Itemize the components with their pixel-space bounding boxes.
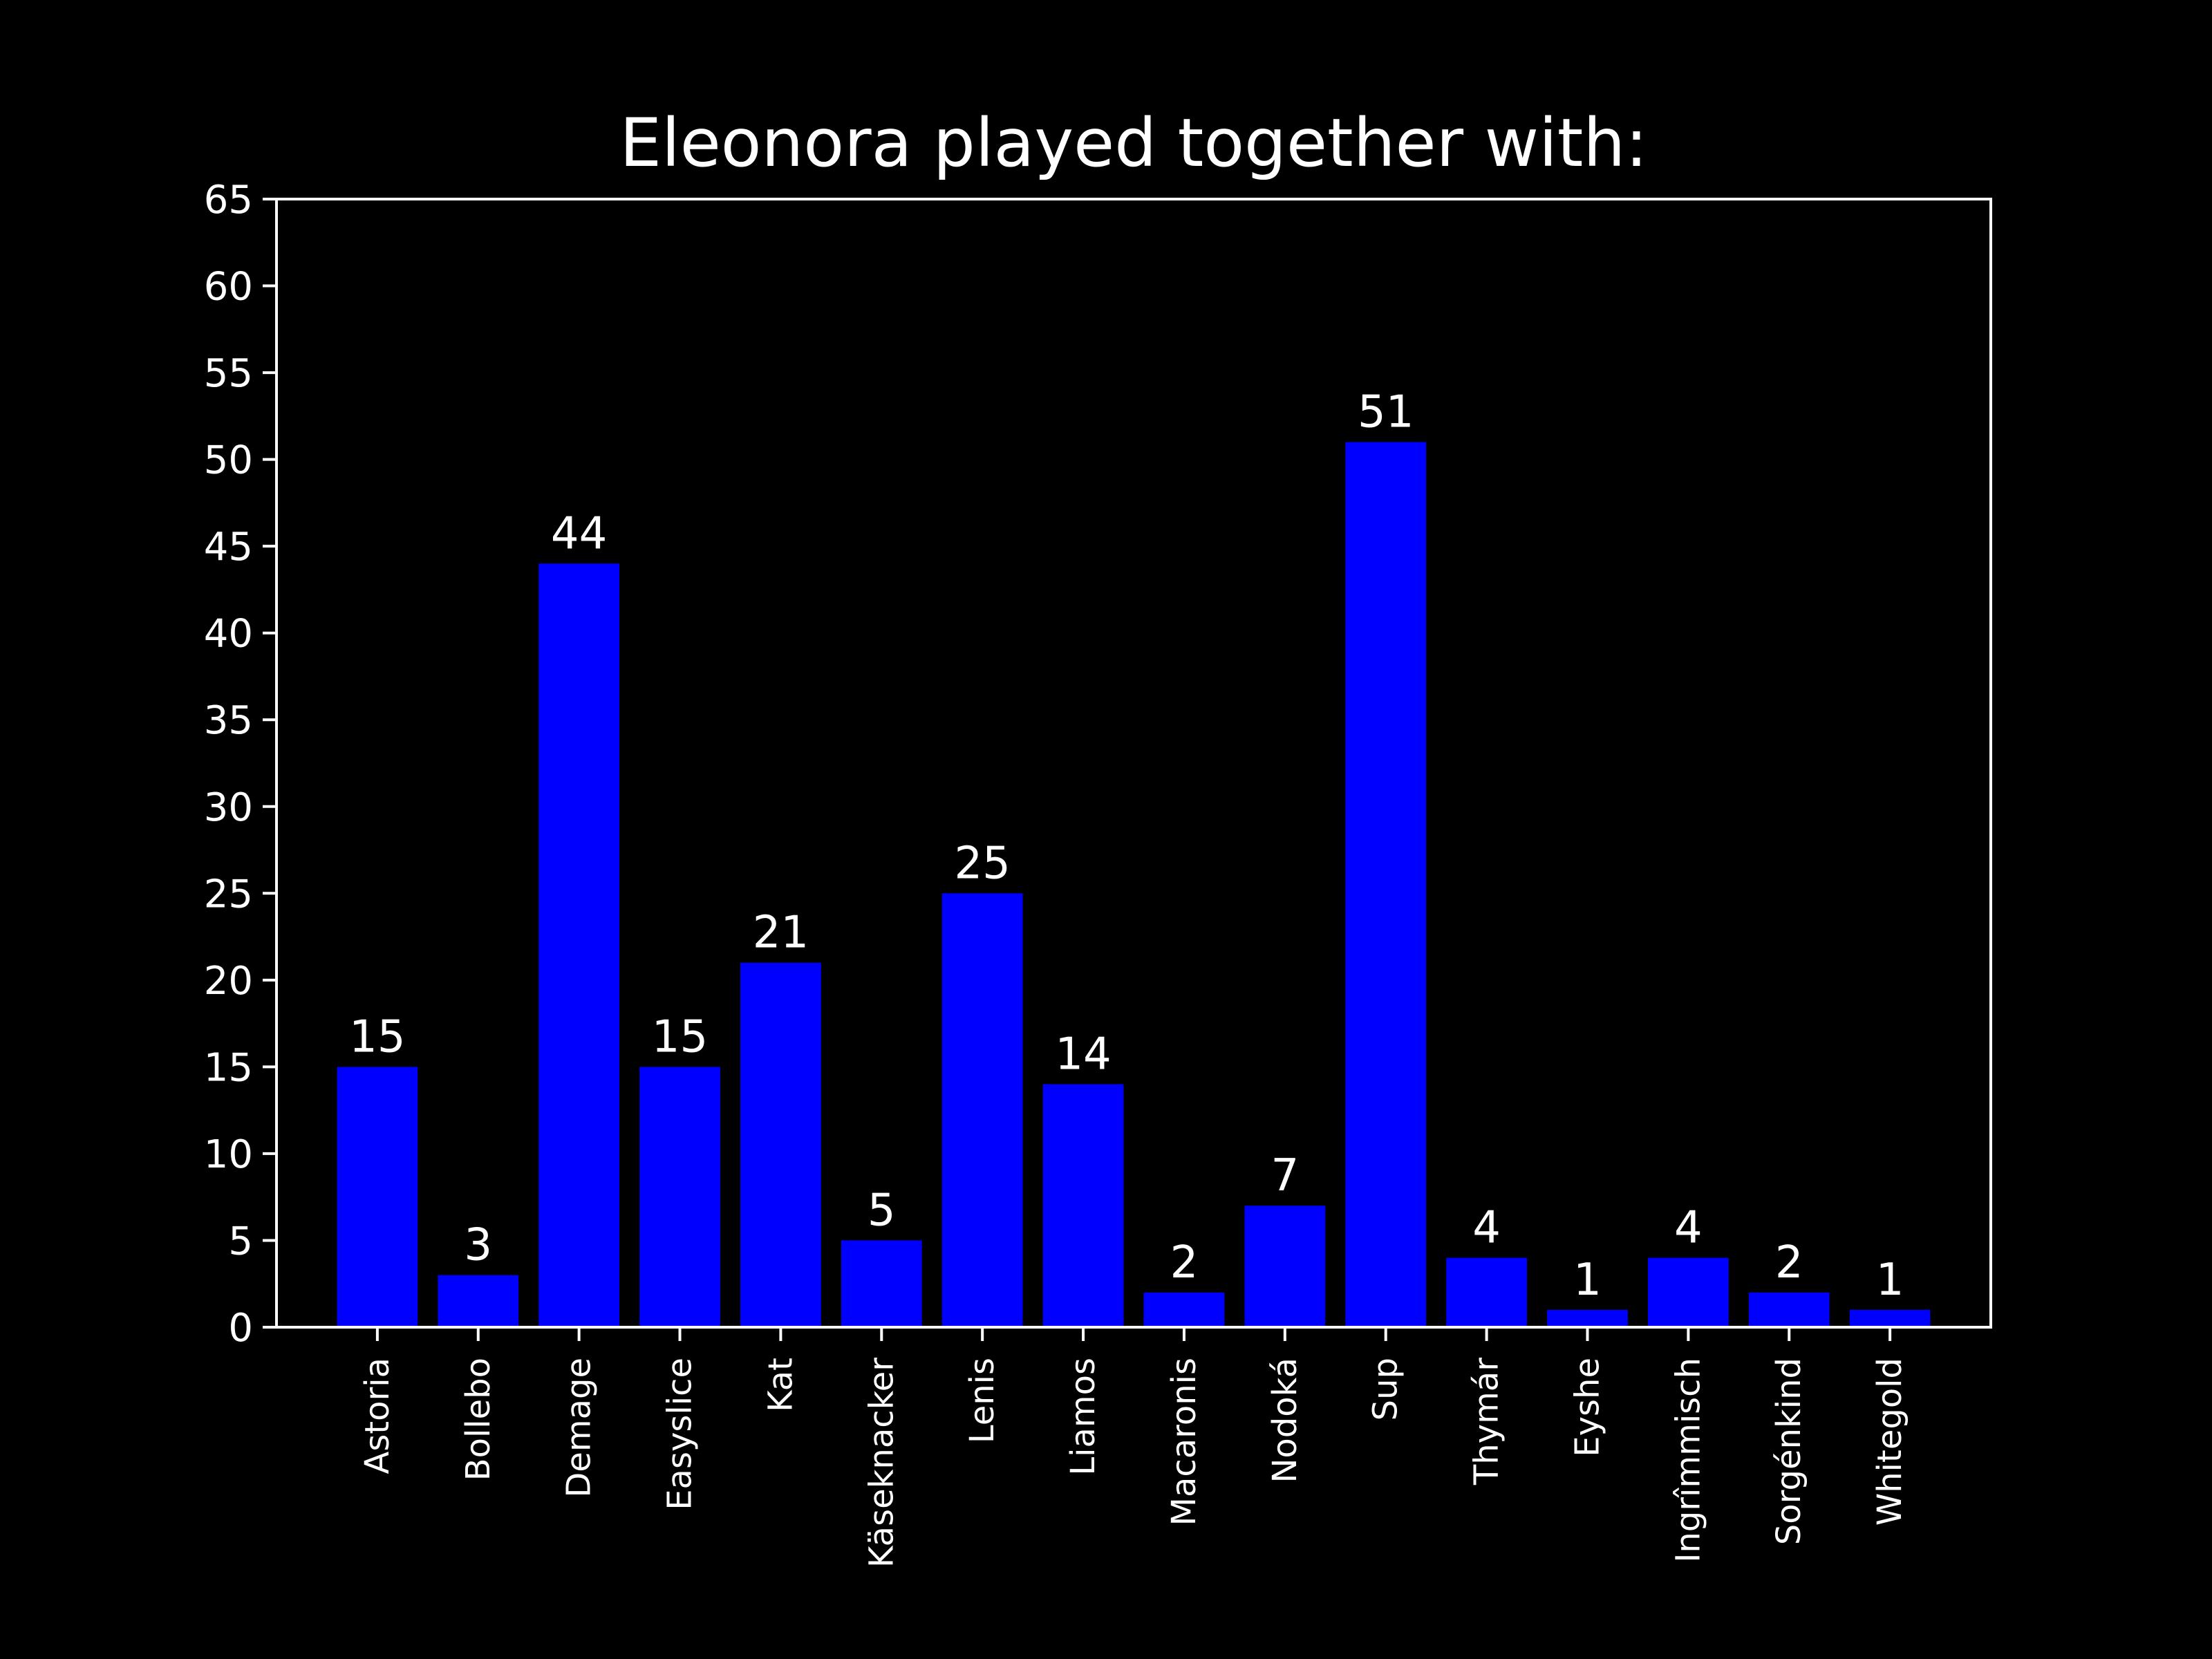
bar: [1345, 442, 1427, 1327]
bar-value-label: 44: [551, 508, 607, 559]
bar: [639, 1067, 720, 1327]
x-tick-label: Whitegold: [1871, 1358, 1909, 1526]
x-tick-label: Sorgénkind: [1770, 1358, 1808, 1545]
bar: [438, 1275, 519, 1327]
y-tick-label: 10: [204, 1132, 253, 1177]
x-tick-label: Easyslice: [661, 1358, 700, 1510]
x-tick-label: Lenis: [963, 1358, 1002, 1443]
x-tick-label: Thymár: [1468, 1358, 1506, 1485]
bar-value-label: 7: [1271, 1150, 1299, 1201]
x-tick-label: Ingrîmmisch: [1669, 1358, 1707, 1563]
bar-value-label: 1: [1573, 1255, 1602, 1306]
bar: [1244, 1206, 1326, 1327]
x-tick-label: Sup: [1367, 1358, 1405, 1421]
x-axis: Astoria Bollebo Demage Easyslice Kat Käseknac…: [358, 1327, 1909, 1568]
x-tick-label: Astoria: [358, 1358, 397, 1474]
y-tick-label: 45: [204, 525, 253, 570]
bar: [1849, 1309, 1931, 1327]
bar: [538, 563, 619, 1328]
y-tick-label: 20: [204, 959, 253, 1004]
y-tick-label: 50: [204, 438, 253, 483]
bar: [841, 1240, 922, 1327]
bar-value-label: 4: [1674, 1203, 1703, 1254]
bar: [1748, 1292, 1830, 1327]
bar-value-label: 14: [1055, 1029, 1111, 1080]
y-tick-label: 35: [204, 698, 253, 743]
y-tick-label: 60: [204, 265, 253, 310]
y-tick-label: 5: [228, 1219, 253, 1264]
bar-value-label: 25: [954, 838, 1010, 889]
bar-value-label: 15: [349, 1011, 405, 1062]
y-tick-label: 0: [228, 1306, 253, 1351]
bar-value-label: 5: [868, 1185, 896, 1236]
y-axis: 0 5 10 15 20 25 30 35 40 45 50 55 60 65: [204, 178, 276, 1351]
chart-title: Eleonora played together with:: [619, 104, 1647, 182]
bar: [1042, 1084, 1124, 1327]
x-tick-label: Kat: [761, 1358, 800, 1412]
x-tick-label: Käseknacker: [862, 1358, 901, 1568]
bar: [941, 893, 1023, 1327]
bar: [1143, 1292, 1225, 1327]
y-tick-label: 30: [204, 785, 253, 830]
bar-value-label: 21: [753, 908, 809, 959]
plot-frame: [275, 198, 1992, 1329]
y-tick-label: 15: [204, 1045, 253, 1090]
bar: [740, 962, 821, 1327]
bar: [1446, 1257, 1527, 1327]
bar: [1648, 1257, 1729, 1327]
bar-value-label: 51: [1358, 387, 1414, 438]
y-tick-label: 40: [204, 612, 253, 657]
bar-value-label: 2: [1170, 1237, 1199, 1288]
bar-value-label: 15: [652, 1011, 708, 1062]
bar-value-label: 2: [1775, 1237, 1803, 1288]
bar: [337, 1067, 418, 1327]
bar: [1547, 1309, 1628, 1327]
bar-value-label: 3: [464, 1220, 492, 1271]
x-tick-label: Eyshe: [1568, 1358, 1606, 1457]
y-tick-label: 55: [204, 351, 253, 396]
x-tick-label: Macaronis: [1165, 1358, 1203, 1526]
x-tick-label: Liamos: [1064, 1358, 1103, 1476]
x-tick-label: Bollebo: [459, 1358, 498, 1481]
x-tick-label: Demage: [560, 1358, 599, 1498]
y-tick-label: 25: [204, 872, 253, 917]
bar-value-label: 1: [1876, 1255, 1904, 1306]
x-tick-label: Nodoká: [1266, 1358, 1304, 1483]
bars: [337, 442, 1931, 1328]
bar-value-label: 4: [1472, 1203, 1501, 1254]
y-tick-label: 65: [204, 178, 253, 223]
